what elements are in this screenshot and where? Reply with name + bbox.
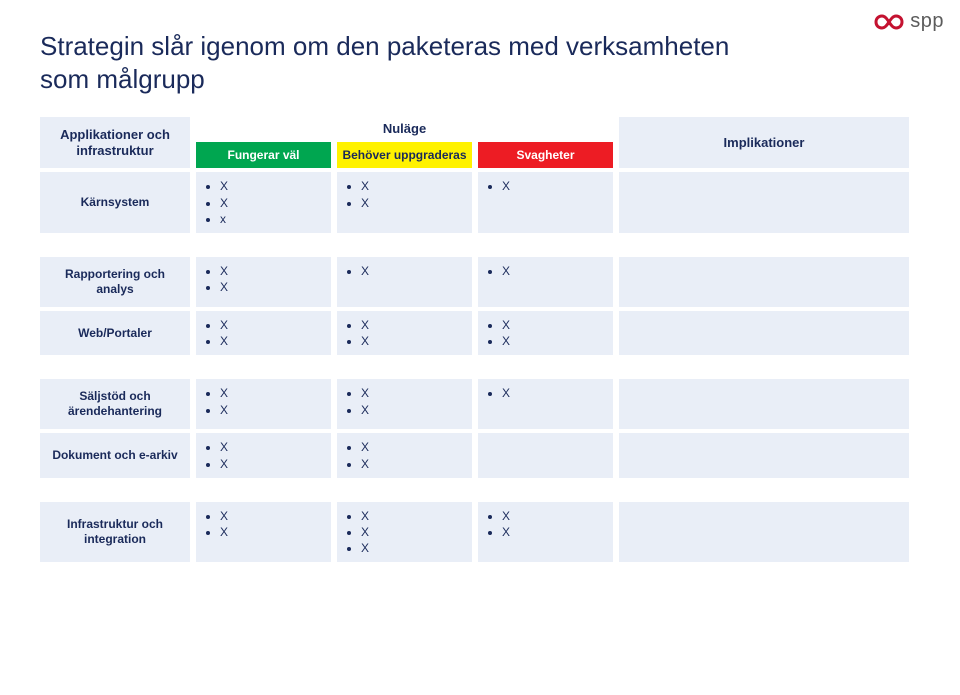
cell-item: X — [220, 279, 321, 295]
cell-implications — [619, 433, 909, 477]
cell-red: X — [478, 257, 613, 307]
subheader-behover-uppgraderas: Behöver uppgraderas — [337, 142, 472, 168]
cell-item: X — [361, 317, 462, 333]
header-nulage: Nuläge — [196, 117, 613, 138]
cell-red: X — [478, 379, 613, 429]
cell-item: X — [361, 263, 462, 279]
cell-item: X — [502, 263, 603, 279]
cell-yellow: XX — [337, 379, 472, 429]
cell-item: X — [220, 402, 321, 418]
group-gap — [40, 359, 909, 375]
cell-item: X — [361, 178, 462, 194]
cell-item: X — [220, 508, 321, 524]
cell-item: X — [361, 195, 462, 211]
cell-yellow: XXX — [337, 502, 472, 563]
group-gap — [40, 482, 909, 498]
cell-item: X — [361, 439, 462, 455]
cell-implications — [619, 311, 909, 355]
cell-red — [478, 433, 613, 477]
cell-red: X — [478, 172, 613, 233]
cell-item: X — [220, 178, 321, 194]
cell-green: XX — [196, 311, 331, 355]
cell-item: X — [220, 195, 321, 211]
cell-green: XXx — [196, 172, 331, 233]
row-label: Dokument och e-arkiv — [40, 433, 190, 477]
cell-green: XX — [196, 257, 331, 307]
cell-item: X — [361, 333, 462, 349]
cell-item: X — [361, 385, 462, 401]
cell-item: X — [361, 540, 462, 556]
cell-item: X — [220, 439, 321, 455]
cell-item: X — [502, 333, 603, 349]
infinity-icon — [874, 13, 904, 31]
cell-red: XX — [478, 502, 613, 563]
header-applications: Applikationer och infrastruktur — [40, 117, 190, 168]
subheader-svagheter: Svagheter — [478, 142, 613, 168]
cell-item: X — [502, 524, 603, 540]
cell-implications — [619, 502, 909, 563]
cell-yellow: XX — [337, 311, 472, 355]
cell-yellow: XX — [337, 172, 472, 233]
cell-implications — [619, 379, 909, 429]
cell-item: X — [502, 317, 603, 333]
cell-item: X — [361, 508, 462, 524]
cell-red: XX — [478, 311, 613, 355]
row-label: Infrastruktur och integration — [40, 502, 190, 563]
cell-item: X — [220, 524, 321, 540]
strategy-matrix: Applikationer och infrastruktur Nuläge I… — [40, 117, 920, 562]
cell-yellow: X — [337, 257, 472, 307]
cell-implications — [619, 172, 909, 233]
cell-green: XX — [196, 379, 331, 429]
cell-green: XX — [196, 433, 331, 477]
group-gap — [40, 237, 909, 253]
page-title: Strategin slår igenom om den paketeras m… — [40, 30, 760, 95]
brand-text: spp — [910, 10, 944, 33]
cell-implications — [619, 257, 909, 307]
cell-item: X — [502, 178, 603, 194]
cell-green: XX — [196, 502, 331, 563]
cell-item: x — [220, 211, 321, 227]
cell-item: X — [220, 385, 321, 401]
row-label: Web/Portaler — [40, 311, 190, 355]
slide-page: spp Strategin slår igenom om den paketer… — [0, 0, 960, 695]
row-label: Kärnsystem — [40, 172, 190, 233]
row-label: Säljstöd och ärendehantering — [40, 379, 190, 429]
subheader-fungerar-val: Fungerar väl — [196, 142, 331, 168]
cell-item: X — [220, 333, 321, 349]
cell-item: X — [361, 456, 462, 472]
cell-item: X — [220, 456, 321, 472]
cell-item: X — [220, 317, 321, 333]
row-label: Rapportering och analys — [40, 257, 190, 307]
cell-item: X — [502, 385, 603, 401]
cell-yellow: XX — [337, 433, 472, 477]
cell-item: X — [361, 402, 462, 418]
header-implications: Implikationer — [619, 117, 909, 168]
cell-item: X — [361, 524, 462, 540]
brand-logo: spp — [874, 10, 944, 33]
cell-item: X — [502, 508, 603, 524]
cell-item: X — [220, 263, 321, 279]
